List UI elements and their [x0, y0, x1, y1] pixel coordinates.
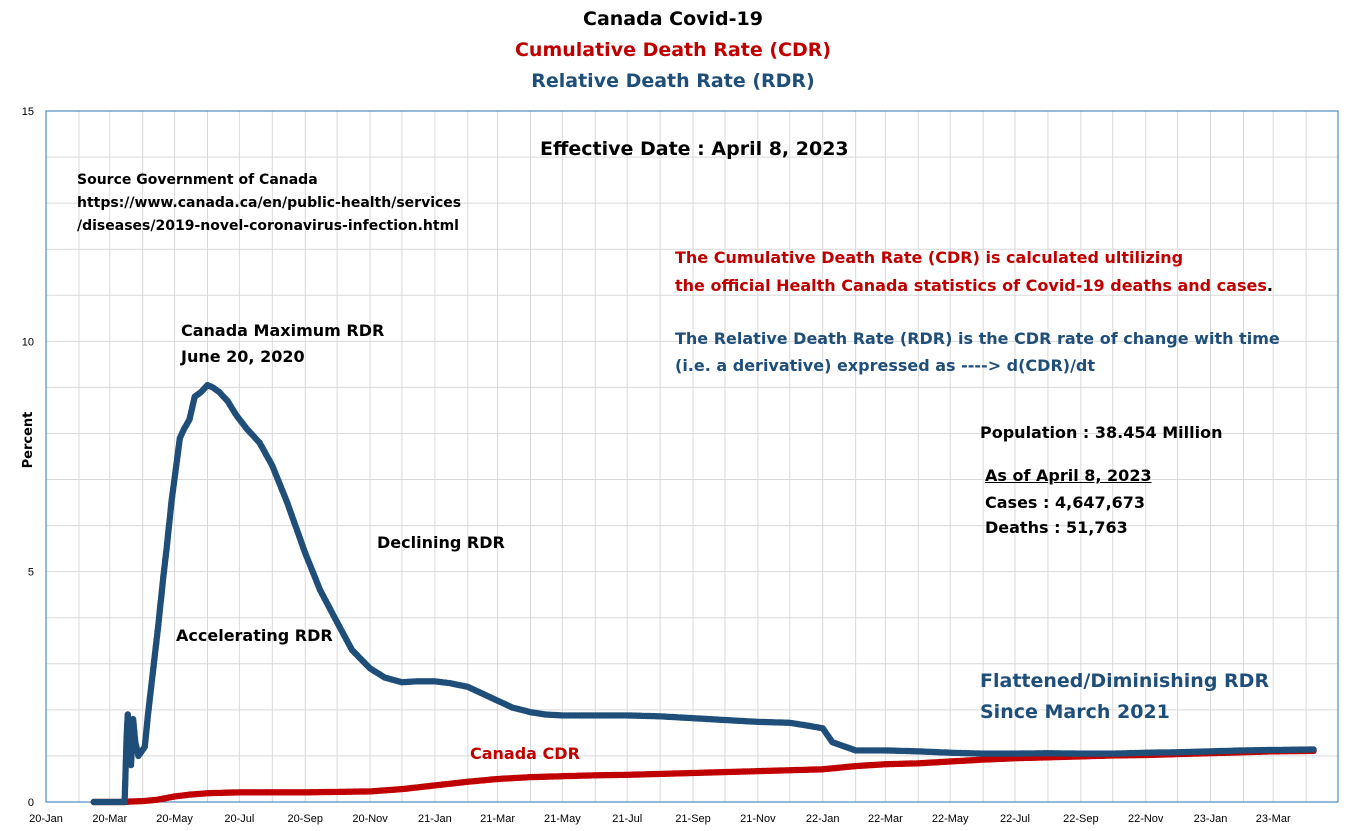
- x-tick-label: 21-Jul: [612, 813, 642, 825]
- chart-title-line1: Canada Covid-19: [583, 8, 763, 30]
- y-tick-label: 10: [22, 336, 34, 348]
- axes: 20-Jan 20-Mar 20-May 20-Jul 20-Sep 20-Nov 21-J…: [22, 106, 1339, 825]
- cdr-note-line1: The Cumulative Death Rate (CDR) is calcu…: [675, 248, 1184, 267]
- grid-lines: [45, 110, 1339, 803]
- cases-count: Cases : 4,647,673: [985, 493, 1146, 512]
- rdr-point: [1310, 746, 1317, 753]
- cdr-note-period: .: [1266, 276, 1273, 295]
- x-tick-label: 23-Mar: [1256, 813, 1291, 825]
- x-tick-label: 21-Mar: [480, 813, 515, 825]
- as-of-date: As of April 8, 2023: [985, 466, 1152, 485]
- x-tick-label: 20-Mar: [92, 813, 127, 825]
- series-rdr: [90, 381, 1317, 806]
- x-tick-label: 20-Sep: [288, 813, 323, 825]
- x-tick-label: 21-Nov: [740, 813, 776, 825]
- chart-title-line2: Cumulative Death Rate (CDR): [514, 39, 832, 61]
- x-tick-label: 21-May: [544, 813, 581, 825]
- x-tick-label: 21-Jan: [418, 813, 452, 825]
- x-tick-label: 22-May: [932, 813, 969, 825]
- x-tick-label: 20-May: [156, 813, 193, 825]
- x-tick-label: 20-Jul: [224, 813, 254, 825]
- x-tick-label: 22-Sep: [1063, 813, 1098, 825]
- x-tick-label: 23-Jan: [1194, 813, 1228, 825]
- declining-label: Declining RDR: [377, 533, 505, 552]
- cdr-note-line2: the official Health Canada statistics of…: [675, 276, 1273, 295]
- max-rdr-label-line1: Canada Maximum RDR: [181, 321, 385, 340]
- deaths-count: Deaths : 51,763: [985, 518, 1128, 537]
- x-tick-label: 22-Nov: [1128, 813, 1164, 825]
- rdr-line: [93, 383, 1314, 804]
- y-axis-label: Percent: [21, 412, 36, 469]
- source-line3: /diseases/2019-novel-coronavirus-infecti…: [77, 218, 459, 234]
- effective-date: Effective Date : April 8, 2023: [540, 138, 849, 160]
- chart-title-line3: Relative Death Rate (RDR): [531, 70, 815, 92]
- y-tick-label: 5: [28, 567, 34, 579]
- flattened-label-line1: Flattened/Diminishing RDR: [980, 670, 1270, 692]
- x-tick-label: 22-Mar: [868, 813, 903, 825]
- plot-border: [45, 110, 1339, 803]
- rdr-note-line2: (i.e. a derivative) expressed as ----> d…: [675, 356, 1096, 375]
- cdr-note-line2-text: the official Health Canada statistics of…: [675, 276, 1267, 295]
- x-tick-label: 22-Jan: [806, 813, 840, 825]
- x-tick-label: 22-Jul: [1000, 813, 1030, 825]
- source-line2: https://www.canada.ca/en/public-health/s…: [77, 195, 462, 211]
- flattened-label-line2: Since March 2021: [980, 701, 1170, 723]
- x-tick-label: 20-Jan: [29, 813, 63, 825]
- source-line1: Source Government of Canada: [77, 172, 318, 188]
- population: Population : 38.454 Million: [980, 423, 1223, 442]
- accelerating-label: Accelerating RDR: [176, 626, 333, 645]
- x-tick-label: 20-Nov: [352, 813, 388, 825]
- max-rdr-label-line2: June 20, 2020: [181, 347, 305, 366]
- x-tick-label: 21-Sep: [675, 813, 710, 825]
- cdr-series-label: Canada CDR: [470, 744, 580, 763]
- y-tick-label: 0: [28, 797, 34, 809]
- rdr-note-line1: The Relative Death Rate (RDR) is the CDR…: [675, 329, 1280, 348]
- y-tick-label: 15: [22, 106, 34, 118]
